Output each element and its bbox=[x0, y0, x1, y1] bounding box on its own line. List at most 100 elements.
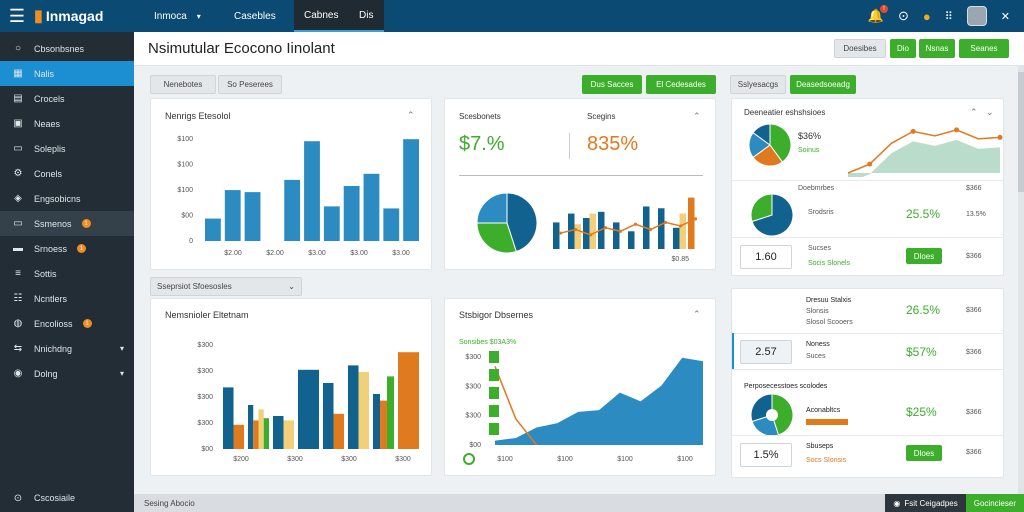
right-panel-bottom: Dresuu Stalxis Slonsis Slosol Scooers 26… bbox=[731, 288, 1004, 478]
top-nav-item[interactable]: Dis bbox=[349, 0, 384, 32]
block-line: Suces bbox=[806, 353, 826, 360]
filter-button[interactable]: Deasedsoeadg bbox=[790, 75, 856, 94]
main-content: Nsimutular Ecocono Iinolant Doesibes Dio… bbox=[134, 32, 1024, 512]
sidebar-item[interactable]: ▭ Ssmenos 1 bbox=[0, 211, 134, 236]
sidebar-footer[interactable]: ⊙ Cscosiaile bbox=[13, 492, 76, 504]
bar bbox=[323, 206, 340, 241]
sidebar-item[interactable]: ≡ Sottis bbox=[0, 261, 134, 286]
header-button[interactable]: Nsnas bbox=[919, 39, 955, 58]
line-point bbox=[954, 127, 960, 133]
status-actions: ◉ Fsit Ceigadpes Gocincieser bbox=[885, 494, 1024, 512]
header-button[interactable]: Seanes bbox=[959, 39, 1009, 58]
pie-label: Soinus bbox=[798, 147, 820, 154]
row-button[interactable]: Dloes bbox=[906, 445, 942, 461]
y-tick-label: $100 bbox=[177, 187, 193, 194]
y-tick-label: $00 bbox=[469, 442, 481, 449]
y-tick-label: 0 bbox=[189, 238, 193, 245]
coin-icon[interactable]: ● bbox=[922, 8, 931, 24]
filter-button[interactable]: Dus Sacces bbox=[582, 75, 642, 94]
bar bbox=[553, 222, 560, 249]
chevron-up-icon[interactable]: ⌃ bbox=[693, 309, 701, 319]
sidebar-item[interactable]: ▭ Soleplis bbox=[13, 143, 66, 154]
filter-button[interactable]: Sslyesacgs bbox=[730, 75, 786, 94]
y-tick-label: $300 bbox=[197, 394, 213, 401]
page-title: Nsimutular Ecocono Iinolant bbox=[148, 40, 335, 57]
apps-grid-icon[interactable]: ⠿ bbox=[944, 10, 953, 23]
chevron-up-icon[interactable]: ⌃ bbox=[407, 110, 415, 120]
sidebar-item[interactable]: ◈ Engsobicns bbox=[0, 186, 134, 211]
section-dropdown[interactable]: Sseprsiot Sfoesosles ⌄ bbox=[150, 277, 302, 296]
logo[interactable]: ▮ Inmagad bbox=[34, 8, 104, 25]
bar bbox=[333, 413, 344, 449]
filter-button[interactable]: So Peserees bbox=[218, 75, 282, 94]
line-point bbox=[678, 224, 683, 228]
filter-button[interactable]: El Cedesades bbox=[646, 75, 716, 94]
scrollbar[interactable] bbox=[1018, 66, 1024, 506]
bar bbox=[283, 420, 294, 449]
header-button[interactable]: Doesibes bbox=[834, 39, 886, 58]
sidebar-item[interactable]: ⇆ Nnichdng ▾ bbox=[13, 343, 124, 354]
donut-hole bbox=[760, 305, 778, 323]
row-sub2: Socis Slonels bbox=[808, 260, 851, 267]
status-dark-button[interactable]: ◉ Fsit Ceigadpes bbox=[885, 494, 966, 512]
ring-chart bbox=[760, 298, 778, 323]
block-right: $366 bbox=[966, 409, 982, 416]
x-tick-label: $300 bbox=[287, 456, 303, 463]
folder-icon: ▭ bbox=[13, 218, 23, 229]
sidebar-item[interactable]: ◉ Dolng ▾ bbox=[13, 368, 124, 379]
sidebar-badge: 1 bbox=[82, 319, 92, 328]
help-icon[interactable]: ⊙ bbox=[897, 8, 909, 23]
pie-slice bbox=[771, 393, 794, 436]
top-nav-item[interactable]: Casebles bbox=[234, 10, 276, 22]
bar bbox=[304, 141, 320, 241]
chevron-down-icon[interactable]: ⌄ bbox=[986, 107, 994, 117]
bar bbox=[398, 352, 419, 449]
top-nav: Inmoca ▾ Casebles Cabnes Dis bbox=[144, 0, 384, 32]
bell-icon[interactable]: 🔔! bbox=[868, 5, 888, 24]
row-button[interactable]: Dloes bbox=[906, 248, 942, 264]
pie-chart bbox=[748, 123, 792, 167]
header-button[interactable]: Dio bbox=[890, 39, 916, 58]
sidebar-item[interactable]: ▤ Crocels bbox=[13, 93, 65, 104]
chart-card: Nemsnioler Eltetnam $300 $300 $300 $300 $00 $… bbox=[150, 298, 432, 476]
donut-hole bbox=[766, 409, 778, 421]
close-icon[interactable]: ✕ bbox=[1000, 10, 1010, 23]
sidebar: ○ Cbsonbsnes ▦ Nalis ▤ Crocels ▣ Neaes ▭ Sole… bbox=[0, 32, 134, 512]
chevron-up-icon[interactable]: ⌃ bbox=[970, 107, 978, 117]
users-icon: ☷ bbox=[13, 293, 23, 304]
refresh-icon bbox=[463, 453, 475, 465]
status-green-button[interactable]: Gocincieser bbox=[965, 494, 1024, 512]
gear-icon: ◉ bbox=[13, 368, 23, 379]
sidebar-item[interactable]: ▦ Nalis bbox=[0, 61, 134, 86]
avatar[interactable] bbox=[966, 6, 987, 26]
filter-button[interactable]: Nenebotes bbox=[150, 75, 216, 94]
line-chart bbox=[847, 127, 1003, 177]
top-nav-item[interactable]: Cabnes bbox=[294, 0, 349, 32]
sidebar-item[interactable]: ○ Cbsonbsnes bbox=[0, 36, 134, 61]
bar bbox=[258, 409, 264, 449]
donut-chart bbox=[750, 193, 794, 237]
chevron-up-icon[interactable]: ⌃ bbox=[693, 111, 701, 121]
sidebar-item[interactable]: ◍ Encolioss 1 bbox=[0, 311, 134, 336]
globe-icon: ◍ bbox=[13, 318, 23, 329]
chevron-down-icon: ⌄ bbox=[288, 282, 295, 291]
value-box: 1.60 bbox=[740, 245, 792, 269]
bar bbox=[613, 222, 620, 249]
top-nav-item[interactable]: Inmoca ▾ bbox=[154, 10, 201, 22]
bar-chart: $100 $100 $100 $00 0 $2.00 $2.00 $3.00 $3.00 $3.0… bbox=[177, 136, 419, 257]
sidebar-item[interactable]: ▣ Neaes bbox=[13, 118, 61, 129]
x-tick-label: $300 bbox=[341, 456, 357, 463]
area-series bbox=[495, 357, 703, 445]
bar bbox=[380, 400, 387, 449]
sidebar-item[interactable]: ☷ Ncntlers bbox=[13, 293, 68, 304]
scrollbar-thumb[interactable] bbox=[1018, 72, 1024, 192]
pie-slice bbox=[506, 192, 538, 253]
sidebar-item[interactable]: ▬ Srnoess 1 bbox=[0, 236, 134, 261]
share-icon: ⇆ bbox=[13, 343, 23, 354]
x-tick-label: $3.00 bbox=[350, 250, 368, 257]
row-sub: Srodsris bbox=[808, 209, 834, 216]
x-tick-label: $2.00 bbox=[224, 250, 242, 257]
bar bbox=[589, 213, 596, 249]
menu-icon[interactable]: ☰ bbox=[8, 5, 26, 26]
sidebar-item[interactable]: ⚙ Conels bbox=[13, 168, 63, 179]
